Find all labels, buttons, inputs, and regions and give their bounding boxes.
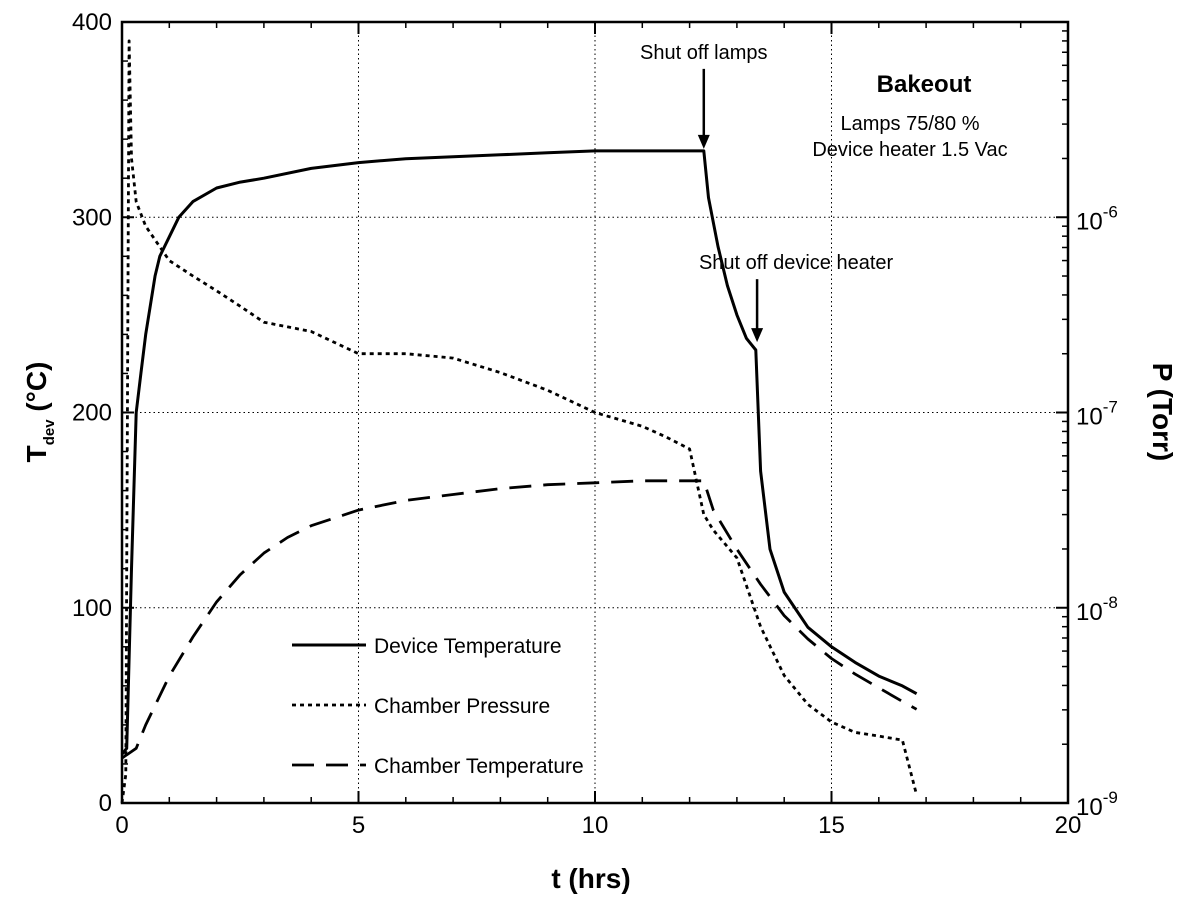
annotation-shut-off-device-heater: Shut off device heater <box>699 252 894 274</box>
y-right-axis-title: P (Torr) <box>1147 363 1178 462</box>
annotation-arrow-head-0 <box>697 134 710 149</box>
y-right-tick-label-1: 10-8 <box>1076 593 1118 626</box>
y-right-tick-base: 10 <box>1076 794 1103 821</box>
x-tick-label-2: 10 <box>582 812 609 839</box>
inset-line-2: Device heater 1.5 Vac <box>812 139 1007 161</box>
y-left-axis-title-main: T <box>21 445 52 462</box>
y-right-tick-label-3: 10-6 <box>1076 202 1118 235</box>
annotations: Shut off lamps Shut off device heater <box>640 42 894 343</box>
legend: Device Temperature Chamber Pressure Chambe… <box>292 635 584 778</box>
y-right-tick-base: 10 <box>1076 599 1103 626</box>
y-right-tick-exponent: -6 <box>1103 202 1118 221</box>
x-tick-label-3: 15 <box>818 812 845 839</box>
y-left-tick-label-0: 0 <box>99 790 112 817</box>
y-left-tick-label-4: 400 <box>72 9 112 36</box>
y-right-tick-base: 10 <box>1076 404 1103 431</box>
y-right-tick-exponent: -8 <box>1103 593 1118 612</box>
x-tick-label-0: 0 <box>115 812 128 839</box>
series-line-device-temperature <box>120 149 918 756</box>
x-axis-title: t (hrs) <box>551 863 630 894</box>
y-left-tick-label-3: 300 <box>72 204 112 231</box>
y-right-tick-base: 10 <box>1076 208 1103 235</box>
legend-label-chamber-temperature: Chamber Temperature <box>374 755 584 778</box>
y-right-tick-label-2: 10-7 <box>1076 398 1118 431</box>
series-lines <box>120 39 918 804</box>
x-tick-label-1: 5 <box>352 812 365 839</box>
y-left-tick-label-1: 100 <box>72 595 112 622</box>
series-line-chamber-pressure <box>120 39 918 804</box>
y-right-tick-exponent: -7 <box>1103 398 1118 417</box>
y-right-tick-exponent: -9 <box>1103 788 1118 807</box>
legend-label-device-temperature: Device Temperature <box>374 635 562 658</box>
inset-title: Bakeout <box>877 71 972 98</box>
series-line-chamber-temperature <box>121 479 918 760</box>
y-left-axis-title: Tdev (°C) <box>21 362 58 463</box>
annotation-arrow-head-1 <box>751 328 764 343</box>
legend-label-chamber-pressure: Chamber Pressure <box>374 695 550 718</box>
x-tick-label-4: 20 <box>1055 812 1082 839</box>
annotation-shut-off-lamps: Shut off lamps <box>640 42 767 64</box>
y-left-tick-label-2: 200 <box>72 400 112 427</box>
inset-line-1: Lamps 75/80 % <box>841 113 980 135</box>
y-left-axis-title-unit: (°C) <box>21 362 52 420</box>
y-left-axis-title-subscript: dev <box>41 419 58 446</box>
y-right-tick-label-0: 10-9 <box>1076 788 1118 821</box>
